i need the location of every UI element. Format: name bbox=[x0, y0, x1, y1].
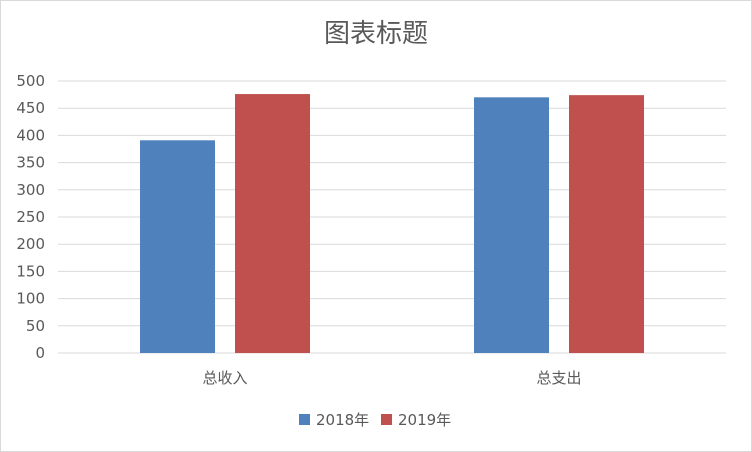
legend-label: 2019年 bbox=[398, 411, 451, 429]
legend-swatch bbox=[381, 414, 392, 425]
y-tick-label: 50 bbox=[26, 317, 45, 335]
x-category-label: 总支出 bbox=[536, 369, 581, 387]
legend: 2018年 2019年 bbox=[299, 411, 451, 429]
y-tick-label: 0 bbox=[35, 344, 45, 362]
y-tick-label: 200 bbox=[16, 235, 45, 253]
legend-swatch bbox=[299, 414, 310, 425]
bar bbox=[569, 95, 644, 354]
y-tick-label: 100 bbox=[16, 290, 45, 308]
legend-label: 2018年 bbox=[316, 411, 369, 429]
y-tick-label: 400 bbox=[16, 126, 45, 144]
x-axis-category-labels: 总收入 总支出 bbox=[202, 369, 581, 387]
x-category-label: 总收入 bbox=[202, 369, 247, 387]
bar bbox=[235, 94, 310, 353]
y-axis-tick-labels: 0 50 100 150 200 250 300 350 400 450 500 bbox=[16, 72, 45, 362]
y-tick-label: 250 bbox=[16, 208, 45, 226]
bar bbox=[474, 97, 549, 353]
bar bbox=[140, 140, 215, 353]
y-tick-label: 300 bbox=[16, 181, 45, 199]
chart-title: 图表标题 bbox=[324, 19, 428, 49]
y-tick-label: 350 bbox=[16, 154, 45, 172]
y-tick-label: 500 bbox=[16, 72, 45, 90]
y-tick-label: 450 bbox=[16, 99, 45, 117]
bars bbox=[140, 94, 644, 354]
y-tick-label: 150 bbox=[16, 262, 45, 280]
